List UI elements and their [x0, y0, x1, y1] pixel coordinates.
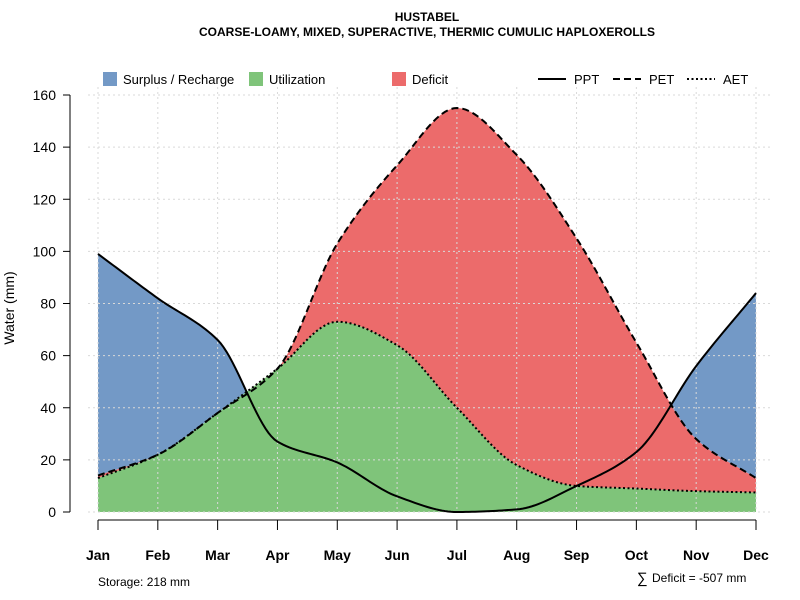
x-tick-label: May: [324, 547, 351, 563]
x-tick-label: Oct: [625, 547, 649, 563]
x-tick-label: Feb: [145, 547, 170, 563]
deficit-area: [98, 108, 756, 493]
y-tick-label: 20: [40, 452, 56, 468]
plot-area: [88, 87, 770, 514]
grid-layer: [88, 87, 770, 513]
x-tick-label: Dec: [743, 547, 769, 563]
x-tick-label: Aug: [503, 547, 530, 563]
deficit-annotation: Deficit = -507 mm: [652, 571, 746, 585]
surplus-area: [98, 108, 756, 479]
x-tick-label: Jul: [447, 547, 467, 563]
x-tick-label: Nov: [683, 547, 710, 563]
legend-swatch: [249, 72, 263, 86]
x-tick-label: Apr: [265, 547, 290, 563]
series-layer: [97, 107, 757, 514]
y-tick-label: 140: [33, 139, 57, 155]
storage-annotation: Storage: 218 mm: [98, 575, 190, 589]
legend: Surplus / Recharge Utilization Deficit PPT P…: [103, 72, 748, 87]
y-axis: 0 20 40 60 80 100 120 140 160: [33, 87, 71, 520]
y-tick-label: 40: [40, 400, 56, 416]
legend-label: PPT: [574, 72, 599, 87]
y-tick-label: 120: [33, 191, 57, 207]
y-tick-label: 80: [40, 296, 56, 312]
chart-subtitle: COARSE-LOAMY, MIXED, SUPERACTIVE, THERMI…: [199, 25, 655, 39]
utilization-area: [98, 321, 756, 512]
series-line-ppt: [97, 253, 757, 514]
y-tick-label: 100: [33, 243, 57, 259]
legend-swatch: [103, 72, 117, 86]
chart-title: HUSTABEL: [395, 10, 459, 24]
series-line-aet: [97, 320, 757, 494]
legend-label: Deficit: [412, 72, 449, 87]
x-tick-label: Jun: [385, 547, 410, 563]
y-tick-label: 0: [48, 504, 56, 520]
area-layer: [98, 108, 756, 512]
legend-label: PET: [649, 72, 674, 87]
x-axis: Jan Feb Mar Apr May Jun Jul Aug Sep Oct Nov Dec: [86, 519, 769, 563]
x-tick-label: Mar: [205, 547, 230, 563]
y-axis-label: Water (mm): [1, 271, 17, 344]
legend-swatch: [392, 72, 406, 86]
legend-label: Surplus / Recharge: [123, 72, 234, 87]
y-tick-label: 160: [33, 87, 57, 103]
legend-label: AET: [723, 72, 748, 87]
deficit-sum-symbol: ∑: [637, 570, 648, 587]
y-tick-label: 60: [40, 348, 56, 364]
x-tick-label: Jan: [86, 547, 110, 563]
legend-label: Utilization: [269, 72, 325, 87]
series-line-pet: [97, 107, 757, 479]
x-tick-label: Sep: [564, 547, 590, 563]
